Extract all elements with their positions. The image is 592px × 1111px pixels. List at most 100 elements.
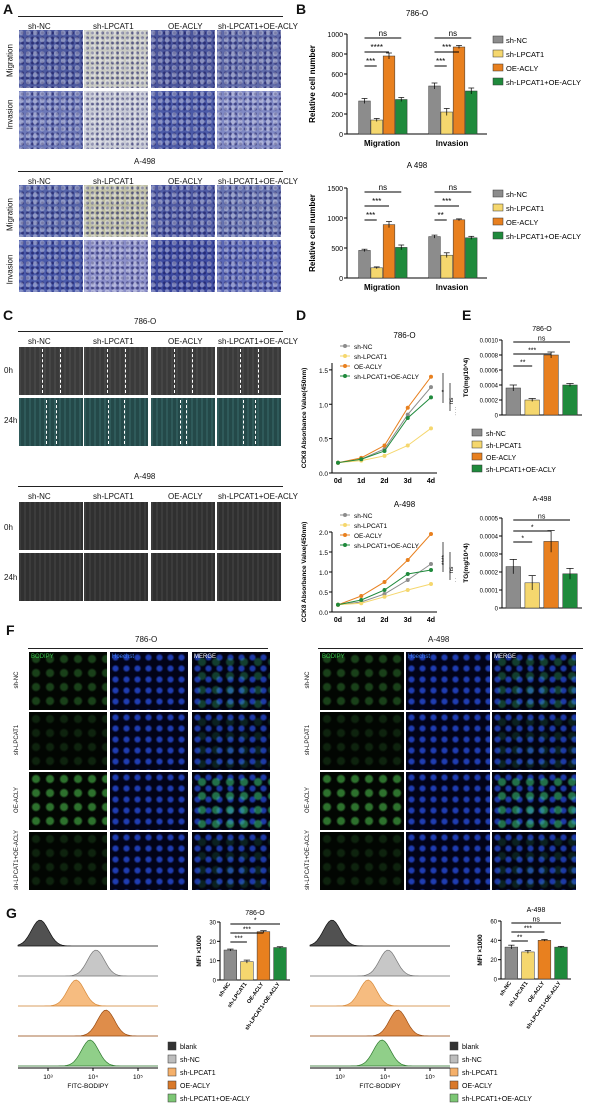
image-tile-r4-c2 bbox=[406, 832, 490, 890]
wound-edge-r1-c4-2 bbox=[258, 349, 259, 393]
legend-label: sh-LPCAT1+OE-ACLY bbox=[354, 374, 420, 381]
x-axis-label: FITC-BODIPY bbox=[67, 1083, 109, 1090]
panel-c-title-786o: 786-O bbox=[134, 317, 157, 326]
legend-swatch bbox=[492, 231, 504, 240]
x-tick-label: Invasion bbox=[436, 283, 469, 292]
histogram-OE-ACLY bbox=[18, 1009, 158, 1037]
y-axis-label: Relative cell number bbox=[308, 45, 317, 123]
image-tile-r2-c1 bbox=[19, 240, 83, 292]
x-tick-label: 4d bbox=[427, 478, 435, 485]
image-tile-r2-c2 bbox=[406, 712, 490, 770]
significance-label: * bbox=[531, 525, 534, 532]
x-tick-label: 10⁴ bbox=[380, 1074, 390, 1081]
bar-sh-LPCAT1-Migration bbox=[370, 119, 383, 135]
panel-c-header-line-2 bbox=[18, 486, 283, 487]
panel-c-col-3: OE-ACLY bbox=[168, 337, 203, 346]
x-tick-label: sh-NC bbox=[499, 981, 513, 998]
image-tile-r2-c4 bbox=[217, 398, 281, 446]
x-tick-label: sh-LPCAT1+OE-ACLY bbox=[244, 981, 282, 1031]
significance-label: **** bbox=[441, 554, 448, 565]
image-tile-r1-c4 bbox=[217, 347, 281, 395]
panel-f-col-title-1-1: BODIPY bbox=[31, 654, 54, 660]
panel-c-col-2: sh-LPCAT1 bbox=[93, 337, 134, 346]
x-tick-label: 10⁴ bbox=[88, 1074, 98, 1081]
bar-sh-NC-Invasion bbox=[428, 85, 441, 135]
y-tick-label: 0.0003 bbox=[480, 553, 499, 559]
legend-label: sh-NC bbox=[354, 513, 373, 520]
y-tick-label: 0 bbox=[495, 414, 499, 420]
wound-edge-r2-c1-2 bbox=[56, 400, 57, 444]
point-sh-LPCAT1-2d bbox=[382, 453, 387, 458]
x-tick-label: 2d bbox=[380, 617, 388, 624]
significance-label: *** bbox=[366, 57, 375, 66]
point-sh-LPCAT1-1d bbox=[359, 601, 364, 606]
point-sh-LPCAT1+OE-ACLY-0d bbox=[336, 602, 340, 607]
wound-edge-r1-c2-1 bbox=[107, 349, 108, 393]
image-tile-r1-c1 bbox=[19, 30, 83, 88]
chart-title: A-498 bbox=[527, 907, 546, 914]
significance-label: ns bbox=[532, 917, 540, 924]
legend-swatch bbox=[492, 189, 504, 198]
image-tile-r3-c3 bbox=[192, 772, 270, 830]
x-tick-label: 3d bbox=[404, 478, 412, 485]
bar-OE-ACLY bbox=[543, 354, 559, 416]
legend-label: blank bbox=[180, 1044, 197, 1051]
x-tick-label: 10³ bbox=[335, 1074, 345, 1081]
bar-sh-NC-Migration bbox=[358, 100, 371, 135]
y-tick-label: 0 bbox=[495, 607, 499, 613]
x-tick-label: Migration bbox=[364, 139, 400, 148]
legend-label: OE-ACLY bbox=[506, 64, 538, 73]
panel-e-letter: E bbox=[462, 307, 472, 323]
legend-label: sh-LPCAT1+OE-ACLY bbox=[506, 78, 581, 87]
significance-label: ns bbox=[538, 514, 546, 521]
legend-swatch bbox=[471, 428, 483, 437]
image-tile-r2-c1 bbox=[19, 91, 83, 149]
bar-sh-LPCAT1+OE-ACLY-Migration bbox=[395, 99, 408, 135]
y-tick-label: 2.0 bbox=[319, 530, 328, 537]
wound-edge-r1-c4-1 bbox=[240, 349, 241, 393]
image-tile-r2-c4 bbox=[217, 240, 281, 292]
panel-f-col-title-2-1: BODIPY bbox=[322, 654, 345, 660]
point-sh-LPCAT1-3d bbox=[405, 588, 410, 592]
significance-label: *** bbox=[436, 57, 445, 66]
significance-label: *** bbox=[372, 197, 381, 206]
image-tile-r3-c1 bbox=[320, 772, 404, 830]
wound-edge-r1-c3-2 bbox=[192, 349, 193, 393]
significance-label: *** bbox=[366, 211, 375, 220]
significance-label: **** bbox=[371, 43, 383, 52]
histogram-blank bbox=[17, 919, 158, 947]
panel-c-row-24h-1: 24h bbox=[4, 416, 18, 425]
significance-label: * bbox=[521, 536, 524, 543]
y-tick-label: 0 bbox=[213, 979, 217, 985]
image-tile-r4-c3 bbox=[492, 832, 576, 890]
panel-e-legend: sh-NC sh-LPCAT1 OE-ACLY sh-LPCAT1+OE-ACLY bbox=[471, 428, 556, 474]
x-tick-label: 1d bbox=[357, 617, 365, 624]
panel-c-header-line bbox=[18, 331, 283, 332]
histogram-sh-LPCAT1 bbox=[18, 979, 158, 1007]
legend-label: sh-LPCAT1 bbox=[506, 50, 544, 59]
image-tile-r1-c2 bbox=[406, 652, 490, 710]
panel-a-header-line-2 bbox=[18, 171, 283, 172]
y-tick-label: 200 bbox=[331, 112, 343, 119]
image-tile-r2-c1 bbox=[320, 712, 404, 770]
panel-c2-col-2: sh-LPCAT1 bbox=[93, 492, 134, 501]
y-tick-label: 0 bbox=[339, 276, 343, 283]
panel-f-row-label-2-4: sh-LPCAT1+OE-ACLY bbox=[305, 830, 311, 890]
image-tile-r2-c3 bbox=[492, 712, 576, 770]
image-tile-r1-c3 bbox=[151, 502, 215, 550]
panel-c-col-4: sh-LPCAT1+OE-ACLY bbox=[218, 337, 298, 346]
flow-legend-a498: blank sh-NC sh-LPCAT1 OE-ACLY sh-LPCAT1+OE-A… bbox=[449, 1041, 532, 1103]
image-tile-r1-c3 bbox=[151, 185, 215, 237]
point-sh-NC-4d bbox=[429, 562, 433, 566]
significance-label: ** bbox=[455, 577, 456, 583]
wound-edge-r1-c1-1 bbox=[42, 349, 43, 393]
panel-c-row-0h-1: 0h bbox=[4, 366, 13, 375]
x-tick-label: 10³ bbox=[43, 1074, 53, 1081]
histogram-sh-NC bbox=[18, 949, 158, 977]
y-tick-label: 0.0004 bbox=[480, 535, 499, 541]
panel-f-header-line bbox=[28, 648, 268, 649]
legend-swatch bbox=[492, 49, 504, 58]
legend-swatch bbox=[167, 1041, 177, 1051]
bar-OE-ACLY bbox=[256, 931, 271, 981]
bar-OE-ACLY-Invasion bbox=[452, 219, 466, 279]
